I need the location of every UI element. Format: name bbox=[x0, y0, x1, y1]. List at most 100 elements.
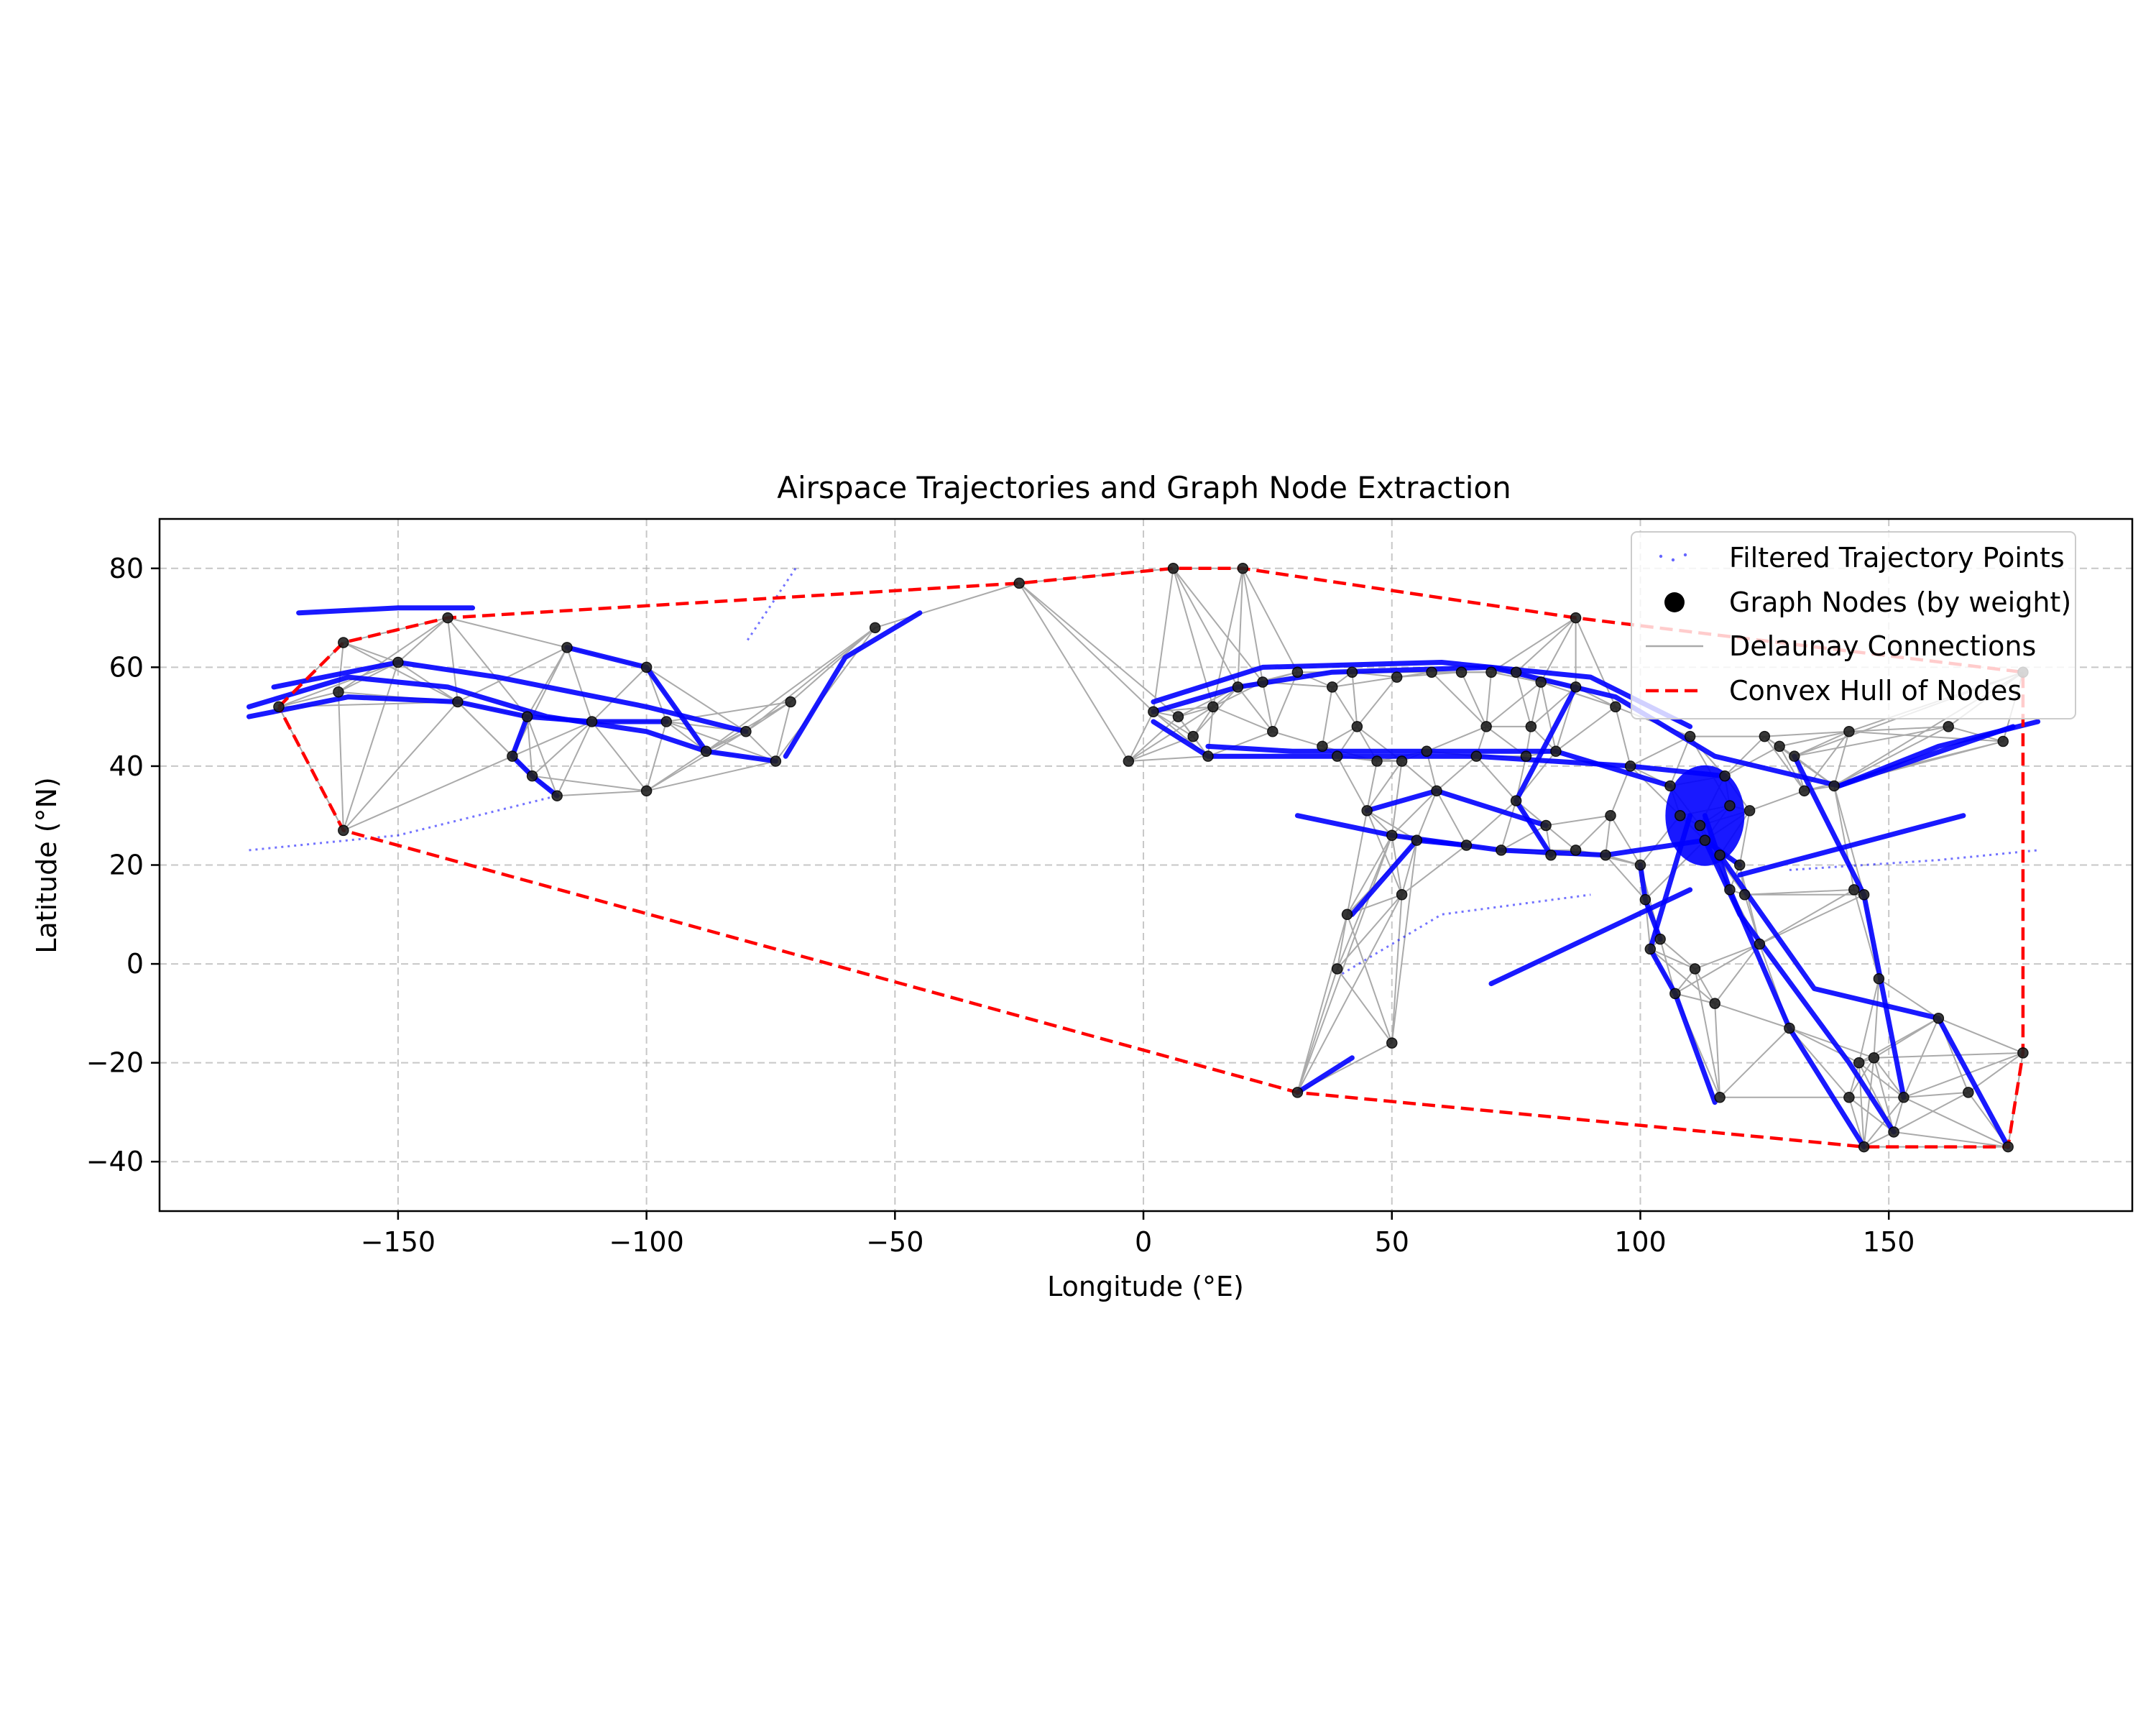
graph-node bbox=[869, 622, 881, 634]
trajectory-hub-cluster bbox=[1665, 765, 1745, 866]
graph-node bbox=[1734, 859, 1746, 871]
delaunay-edge bbox=[1764, 736, 1805, 791]
graph-node bbox=[1148, 706, 1159, 718]
delaunay-edge bbox=[337, 691, 344, 831]
delaunay-edge bbox=[1530, 681, 1542, 727]
graph-node bbox=[1371, 755, 1383, 767]
graph-node bbox=[1600, 849, 1611, 861]
graph-node bbox=[1545, 849, 1557, 861]
delaunay-edge bbox=[1152, 568, 1174, 712]
delaunay-edge bbox=[1649, 948, 1695, 970]
graph-node bbox=[1743, 805, 1756, 816]
delaunay-edge bbox=[1296, 968, 1338, 1093]
delaunay-edge bbox=[278, 661, 399, 708]
delaunay-edge bbox=[343, 701, 459, 832]
delaunay-edge bbox=[1903, 1052, 2024, 1098]
graph-node bbox=[1719, 770, 1731, 782]
delaunay-edge bbox=[1401, 840, 1418, 896]
graph-node bbox=[1520, 750, 1532, 762]
delaunay-edge bbox=[1724, 735, 1766, 777]
x-tick-label: 0 bbox=[1135, 1226, 1152, 1258]
graph-node bbox=[1167, 563, 1179, 574]
delaunay-edge bbox=[1391, 840, 1418, 1044]
delaunay-edge bbox=[1674, 943, 1760, 995]
trajectory-track bbox=[783, 610, 923, 759]
y-tick-label: 60 bbox=[109, 651, 144, 683]
delaunay-edge bbox=[1938, 1017, 2024, 1054]
delaunay-edge bbox=[343, 755, 513, 832]
x-axis-ticks: −150 −100 −50 0 50 100 150 bbox=[361, 1211, 1915, 1258]
delaunay-edge bbox=[1178, 706, 1214, 718]
delaunay-edge bbox=[1475, 755, 1517, 801]
delaunay-edge bbox=[1893, 1097, 1904, 1133]
graph-node bbox=[1774, 740, 1785, 753]
delaunay-edge bbox=[512, 721, 592, 758]
graph-node bbox=[1699, 834, 1711, 846]
trajectory-track bbox=[1717, 852, 2011, 1150]
delaunay-edge bbox=[1738, 865, 1761, 944]
delaunay-edge bbox=[1356, 676, 1398, 727]
delaunay-edge bbox=[1694, 968, 1716, 1004]
trajectory-track bbox=[1737, 813, 1966, 878]
graph-node bbox=[1550, 745, 1562, 758]
delaunay-edge bbox=[1296, 894, 1403, 1093]
delaunay-edge bbox=[1242, 568, 1299, 673]
delaunay-edge bbox=[1630, 735, 1691, 767]
delaunay-edge bbox=[1694, 968, 1721, 1098]
delaunay-edge bbox=[556, 721, 593, 796]
graph-node bbox=[442, 612, 453, 624]
graph-node bbox=[1480, 721, 1492, 732]
delaunay-edge bbox=[646, 730, 747, 792]
graph-node bbox=[1868, 1052, 1880, 1064]
graph-node bbox=[1411, 834, 1423, 846]
delaunay-edge bbox=[1695, 943, 1760, 970]
delaunay-edge bbox=[1426, 725, 1487, 753]
graph-node bbox=[1898, 1092, 1909, 1103]
delaunay-edge bbox=[1649, 948, 1715, 1004]
y-tick-label: 0 bbox=[126, 948, 144, 980]
x-tick-label: 150 bbox=[1863, 1226, 1915, 1258]
delaunay-edge bbox=[1336, 755, 1368, 811]
delaunay-edge bbox=[1242, 568, 1263, 683]
trajectory-track bbox=[1702, 837, 1897, 1135]
graph-node bbox=[1123, 755, 1135, 767]
graph-node bbox=[1232, 681, 1244, 693]
delaunay-edge bbox=[1874, 1052, 2023, 1059]
graph-node bbox=[1932, 1012, 1945, 1024]
y-tick-label: 40 bbox=[109, 750, 144, 782]
y-axis-label: Latitude (°N) bbox=[31, 777, 63, 954]
delaunay-edge bbox=[1336, 914, 1348, 970]
delaunay-edge bbox=[1764, 730, 1849, 737]
graph-node bbox=[1624, 760, 1636, 772]
trajectory-track bbox=[1151, 719, 1728, 779]
graph-node bbox=[1540, 819, 1552, 832]
delaunay-edge bbox=[1501, 824, 1547, 851]
graph-node bbox=[640, 785, 653, 797]
graph-node bbox=[1351, 721, 1363, 732]
graph-node bbox=[1421, 745, 1432, 758]
y-tick-label: −40 bbox=[86, 1146, 144, 1177]
x-tick-label: 100 bbox=[1614, 1226, 1667, 1258]
graph-node bbox=[1943, 721, 1954, 732]
delaunay-edge bbox=[1779, 730, 1850, 748]
graph-node bbox=[660, 716, 673, 727]
graph-node bbox=[1669, 988, 1681, 1000]
delaunay-edge bbox=[1351, 672, 1358, 727]
delaunay-edge bbox=[526, 716, 558, 796]
graph-node bbox=[1654, 933, 1666, 945]
graph-node bbox=[526, 770, 538, 782]
graph-node bbox=[1172, 711, 1184, 722]
legend-label-nodes: Graph Nodes (by weight) bbox=[1729, 586, 2071, 618]
delaunay-edge bbox=[1530, 686, 1577, 727]
graph-node bbox=[1684, 730, 1696, 742]
trajectory-track bbox=[1294, 1055, 1355, 1095]
graph-nodes bbox=[273, 563, 2029, 1153]
delaunay-edge bbox=[1018, 582, 1154, 712]
delaunay-edge bbox=[1391, 894, 1403, 1044]
graph-node bbox=[338, 824, 349, 837]
legend-label-hull: Convex Hull of Nodes bbox=[1729, 675, 2022, 707]
delaunay-edge bbox=[1863, 1097, 1904, 1148]
delaunay-edge bbox=[1540, 681, 1616, 708]
